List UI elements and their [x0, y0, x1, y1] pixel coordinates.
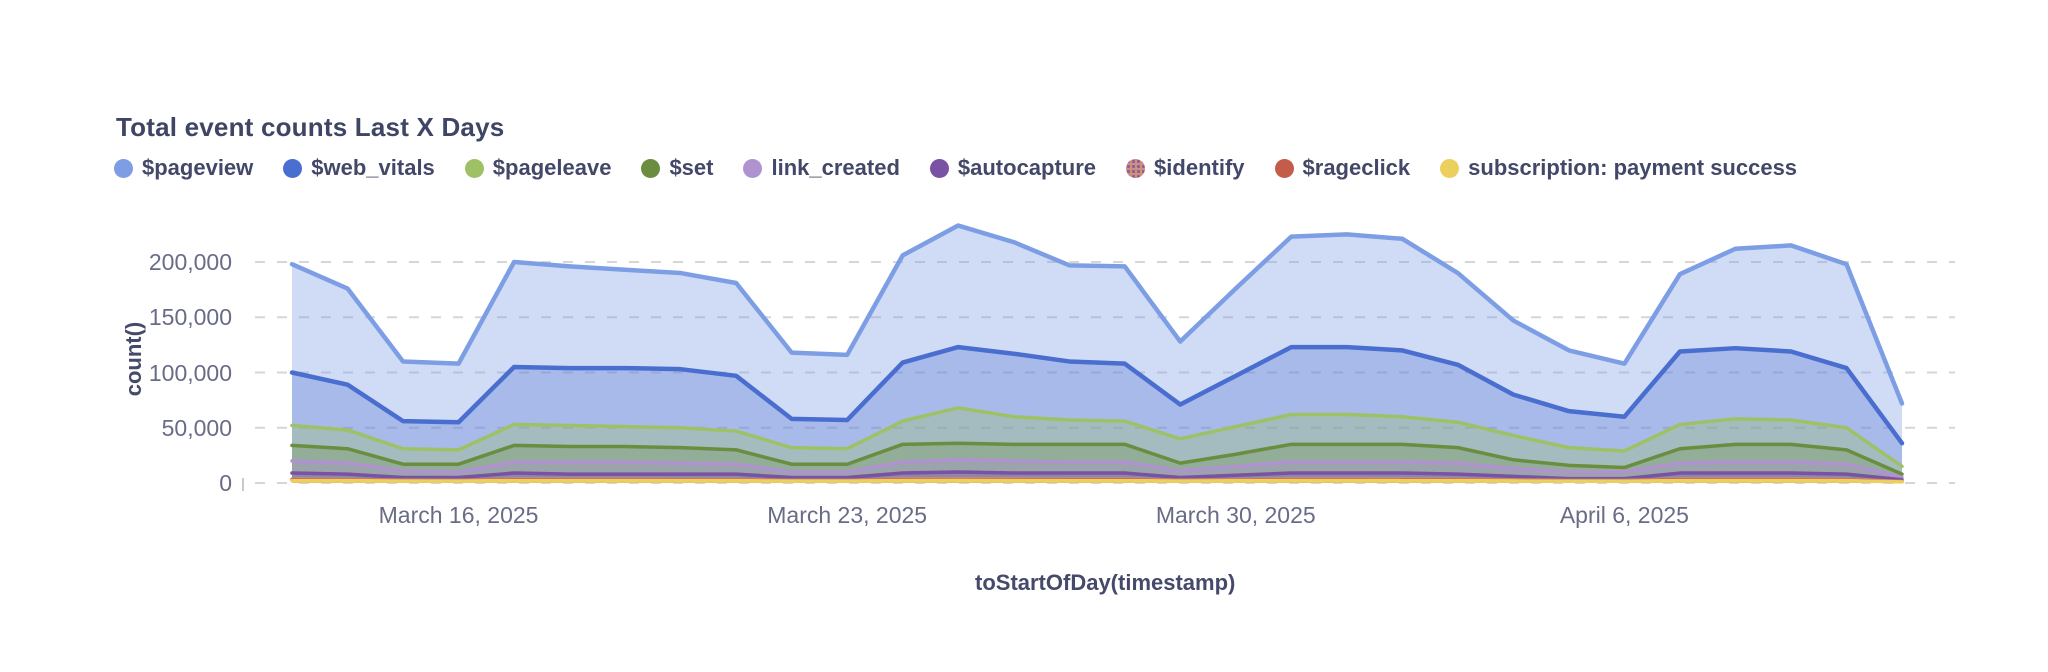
legend-item-subscription: payment success[interactable]: subscription: payment success	[1440, 155, 1797, 181]
legend-item-$web_vitals[interactable]: $web_vitals	[283, 155, 435, 181]
series-color-dot	[283, 158, 303, 178]
legend-item-$pageview[interactable]: $pageview	[114, 155, 253, 181]
series-line-$autocapture[interactable]	[290, 470, 1904, 482]
series-line-$pageview[interactable]	[289, 223, 1905, 406]
legend-label: subscription: payment success	[1468, 155, 1798, 180]
series-line-subscription: payment success[interactable]	[290, 478, 1904, 484]
legend-label: $pageview	[142, 155, 254, 180]
y-tick-label: 200,000	[148, 249, 232, 275]
area-fill-$pageview	[292, 225, 1902, 483]
series-color-dot	[743, 158, 763, 178]
legend-label: $rageclick	[1302, 155, 1411, 180]
legend-label: $pageleave	[492, 155, 612, 180]
series-color-dot	[929, 158, 949, 178]
series-color-dot	[464, 158, 484, 178]
series-color-dot	[1274, 158, 1294, 178]
series-color-dot	[641, 158, 661, 178]
y-tick-label: 100,000	[148, 359, 232, 386]
legend-label: $web_vitals	[311, 155, 435, 180]
series-line-$web_vitals[interactable]	[289, 344, 1905, 446]
page-title: Total event counts Last X Days	[116, 112, 505, 142]
legend-item-$autocapture[interactable]: $autocapture	[929, 155, 1097, 181]
y-axis-title: count()	[121, 321, 146, 397]
series-line-link_created[interactable]	[290, 458, 1904, 480]
series-line-$pageleave[interactable]	[290, 406, 1904, 469]
x-tick-label: April 6, 2025	[1559, 502, 1689, 528]
x-tick-label: March 16, 2025	[378, 502, 539, 528]
legend-item-$set[interactable]: $set	[641, 155, 713, 181]
legend-item-$identify[interactable]: $identify	[1126, 155, 1245, 181]
legend-label: link_created	[771, 155, 900, 180]
series-line-$set[interactable]	[290, 441, 1904, 476]
series-color-dot	[114, 158, 133, 178]
x-tick-label: March 30, 2025	[1155, 502, 1316, 528]
legend-label: $set	[669, 155, 714, 180]
series-color-dot	[1440, 158, 1460, 178]
x-tick-label: March 23, 2025	[767, 502, 928, 528]
legend: $pageview $web_vitals $pageleave $set link_c…	[114, 155, 1797, 181]
legend-label: $identify	[1154, 155, 1245, 180]
legend-item-link_created[interactable]: link_created	[743, 155, 900, 181]
y-tick-label: 50,000	[161, 414, 232, 441]
y-tick-label: 150,000	[148, 304, 232, 331]
x-axis-title: toStartOfDay(timestamp)	[975, 570, 1236, 595]
legend-label: $autocapture	[957, 155, 1097, 180]
series-color-dot	[1126, 158, 1146, 178]
legend-item-$pageleave[interactable]: $pageleave	[464, 155, 612, 181]
y-tick-label: 0	[219, 470, 232, 496]
legend-item-$rageclick[interactable]: $rageclick	[1274, 155, 1411, 181]
